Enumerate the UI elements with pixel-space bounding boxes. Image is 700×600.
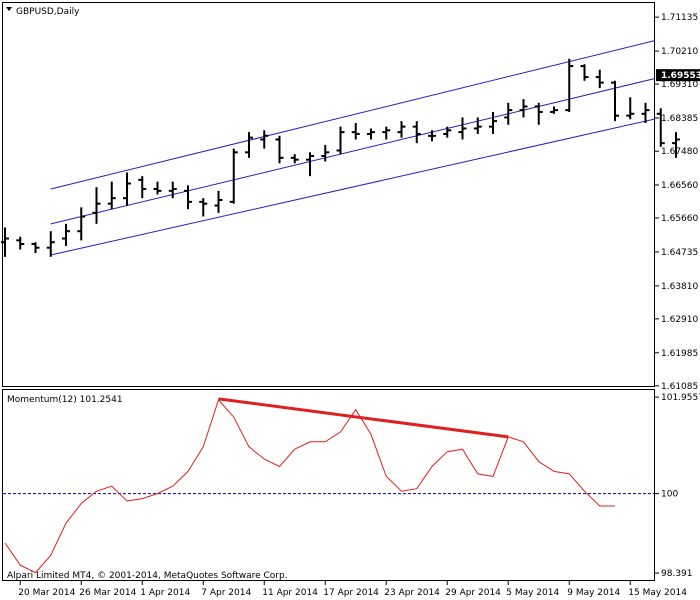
ohlc-bar (382, 126, 391, 140)
time-tick-label: 1 Apr 2014 (140, 588, 190, 598)
indicator-label: Momentum(12) 101.2541 (7, 395, 123, 405)
ohlc-bar (184, 185, 192, 210)
ohlc-bar (260, 130, 269, 149)
ohlc-bar (534, 102, 543, 125)
divergence-trendline (218, 397, 509, 439)
time-tick-label: 20 Mar 2014 (18, 588, 75, 598)
momentum-tick-label: 101.9557 (661, 393, 700, 403)
ohlc-bar (275, 135, 284, 164)
price-tick-label: 1.64735 (661, 248, 698, 258)
ohlc-bar (443, 126, 452, 138)
ohlc-bar (62, 223, 70, 246)
ohlc-bar (77, 207, 86, 241)
ohlc-bar (428, 130, 436, 142)
ohlc-bar (489, 111, 497, 134)
ohlc-bar (123, 172, 131, 206)
price-axis: 1.71135 1.70210 1.69310 1.68385 1.67480 1.665… (655, 13, 700, 392)
momentum-axis: 101.9557 100 98.391 (655, 393, 700, 579)
channel-line-0 (50, 40, 656, 190)
ohlc-bar (306, 152, 314, 177)
ohlc-bar (458, 117, 467, 140)
time-tick-label: 29 Apr 2014 (445, 588, 501, 598)
price-tick-label: 1.66560 (661, 181, 698, 191)
price-tick-label: 1.71135 (661, 13, 698, 23)
ohlc-bar (656, 108, 665, 147)
ohlc-bar (214, 190, 223, 213)
price-tick-label: 1.68385 (661, 114, 698, 124)
ohlc-bar (565, 58, 574, 112)
ohlc-bar (138, 176, 147, 199)
current-price-tag (656, 69, 700, 82)
time-tick-label: 7 Apr 2014 (201, 588, 251, 598)
ohlc-bar (107, 181, 116, 210)
ohlc-bar (641, 102, 650, 123)
time-tick-label: 26 Mar 2014 (79, 588, 136, 598)
ohlc-bar (199, 198, 208, 217)
current-price-label: 1.69553 (661, 71, 700, 81)
price-tick-label: 1.61085 (661, 382, 698, 392)
price-tick-label: 1.67480 (661, 147, 698, 157)
copyright-text: Alpari Limited MT4, © 2001-2014, MetaQuo… (7, 571, 288, 581)
price-tick-label: 1.63810 (661, 282, 698, 292)
time-axis: 20 Mar 2014 26 Mar 2014 1 Apr 2014 7 Apr 20… (18, 581, 687, 598)
ohlc-bar (31, 242, 40, 254)
ohlc-bar (46, 231, 55, 257)
price-tick-label: 1.61985 (661, 349, 698, 359)
ohlc-bar (290, 154, 299, 164)
time-tick-label: 5 May 2014 (506, 588, 559, 598)
ohlc-bar (519, 99, 528, 118)
ohlc-bar (595, 69, 604, 89)
channel-line-1 (50, 78, 656, 225)
time-tick-label: 9 May 2014 (567, 588, 620, 598)
momentum-tick-label: 100 (661, 490, 678, 500)
ohlc-bar (672, 132, 680, 158)
ohlc-bar (611, 80, 619, 122)
price-tick-label: 1.65660 (661, 214, 698, 224)
regression-channel (50, 40, 656, 256)
dropdown-arrow-icon[interactable] (6, 7, 12, 11)
ohlc-bar (504, 102, 513, 125)
ohlc-bar (321, 144, 330, 162)
ohlc-bar (168, 181, 177, 199)
ohlc-bar (397, 121, 406, 138)
momentum-tick-label: 98.391 (661, 569, 693, 579)
price-tick-label: 1.62910 (661, 315, 698, 325)
ohlc-bar (153, 181, 162, 195)
time-tick-label: 11 Apr 2014 (262, 588, 318, 598)
momentum-panel (2, 389, 655, 581)
ohlc-bar (626, 97, 635, 120)
time-tick-label: 23 Apr 2014 (384, 588, 440, 598)
ohlc-bar (351, 122, 360, 140)
price-bars (1, 58, 680, 257)
channel-line-2 (50, 118, 656, 256)
ohlc-bar (550, 106, 558, 114)
ohlc-bar (1, 227, 9, 257)
symbol-label: GBPUSD,Daily (16, 7, 80, 17)
price-tick-label: 1.70210 (661, 47, 698, 57)
momentum-line (4, 398, 615, 574)
momentum-series (4, 398, 615, 574)
ohlc-bar (412, 121, 421, 144)
ohlc-bar (229, 148, 238, 204)
time-tick-label: 17 Apr 2014 (323, 588, 379, 598)
ohlc-bar (367, 128, 375, 140)
price-tick-label: 1.69310 (661, 80, 698, 90)
divergence-line (218, 397, 509, 439)
ohlc-bar (580, 64, 589, 81)
ohlc-bar (336, 126, 345, 155)
ohlc-bar (245, 132, 253, 158)
ohlc-bar (92, 187, 101, 224)
price-panel (2, 2, 655, 387)
ohlc-bar (16, 236, 25, 250)
ohlc-bar (473, 117, 482, 134)
time-tick-label: 15 May 2014 (628, 588, 687, 598)
